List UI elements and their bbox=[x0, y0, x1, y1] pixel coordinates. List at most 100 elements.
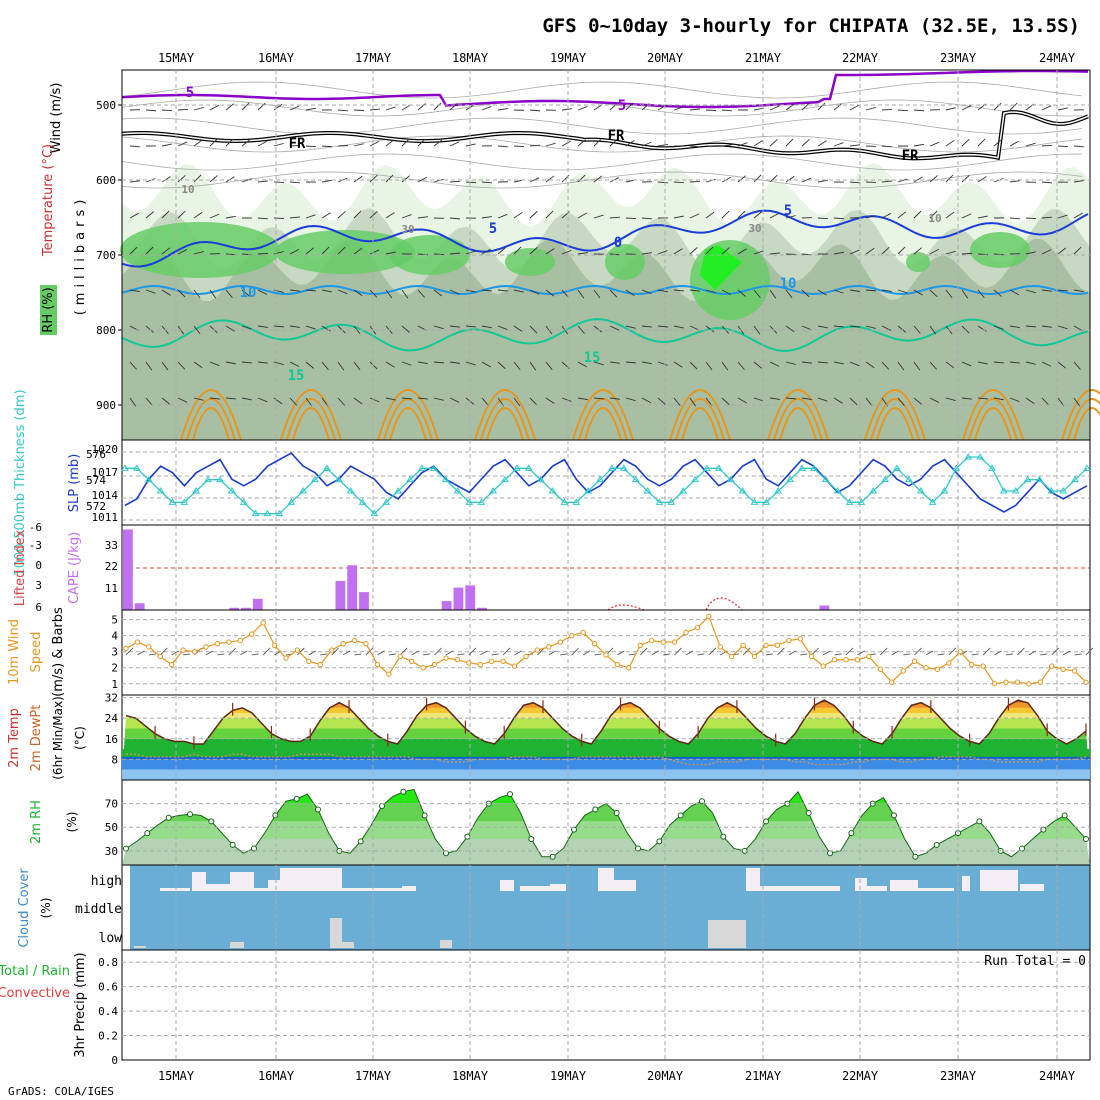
rh2m-marker bbox=[1061, 812, 1068, 819]
wind-barb bbox=[993, 253, 1005, 256]
wind-barb bbox=[353, 247, 363, 255]
wind-barb bbox=[865, 325, 876, 329]
wind-barb bbox=[881, 145, 893, 148]
rh2m-marker bbox=[293, 795, 300, 802]
wind-barb bbox=[801, 177, 812, 183]
wind-barb bbox=[209, 325, 218, 334]
wind-barb-10m bbox=[903, 653, 911, 656]
wind-barb bbox=[481, 181, 493, 184]
cloud-high-block bbox=[254, 888, 268, 891]
wind-barb-10m bbox=[1085, 647, 1094, 656]
wind-barb bbox=[225, 361, 236, 365]
wind-barb bbox=[353, 175, 363, 183]
wind-barb bbox=[1041, 289, 1052, 292]
rh-blob bbox=[505, 248, 555, 276]
wind-barb-10m bbox=[434, 647, 442, 656]
wind-speed-marker bbox=[649, 637, 655, 644]
rh2m-marker bbox=[805, 810, 812, 817]
temp-contour-warm bbox=[1067, 398, 1100, 441]
wind-barb-10m bbox=[502, 647, 511, 656]
contour-label: FR bbox=[608, 128, 625, 144]
temp-contour-warm bbox=[584, 407, 622, 441]
lifted-tick-label: 0 bbox=[35, 559, 42, 572]
thickness-marker bbox=[904, 475, 913, 483]
rh-band bbox=[122, 803, 1090, 822]
wind-barb bbox=[913, 247, 923, 255]
temp-contour-warm bbox=[280, 389, 342, 441]
cloud-high-block bbox=[962, 876, 970, 891]
thickness-marker bbox=[1011, 487, 1020, 494]
vertical-grid bbox=[175, 865, 1058, 950]
rh-blob-bright bbox=[700, 245, 742, 290]
wind-barb-10m bbox=[320, 653, 328, 656]
thickness-marker bbox=[762, 498, 771, 505]
wind-barb bbox=[177, 175, 186, 183]
wind-barb bbox=[737, 361, 745, 370]
wind-barb bbox=[625, 397, 636, 402]
wind-barb bbox=[721, 109, 733, 112]
lifted-tick-label: -3 bbox=[29, 539, 42, 552]
wind-tick-label: 2 bbox=[111, 662, 118, 675]
contour-label: FR bbox=[289, 136, 306, 152]
wind-barb bbox=[753, 397, 764, 402]
wind-speed-marker bbox=[911, 658, 918, 665]
top-date-label: 15MAY bbox=[158, 51, 195, 65]
wind-barb bbox=[529, 361, 537, 371]
wind-barb bbox=[577, 139, 586, 147]
temp-series bbox=[125, 699, 1087, 745]
wind-barb bbox=[497, 213, 508, 219]
temp-contour-warm bbox=[779, 407, 817, 441]
bottom-date-label: 20MAY bbox=[647, 1069, 684, 1083]
wind-barb bbox=[1025, 217, 1037, 220]
cloud-high-block bbox=[598, 868, 614, 891]
wind-barb bbox=[945, 397, 956, 402]
ylabel-wind10m-c: (m/s) & Barbs bbox=[51, 607, 66, 697]
cloud-low-block bbox=[230, 942, 244, 948]
freezing-level-inner bbox=[121, 111, 1089, 160]
cloud-high-block bbox=[402, 886, 416, 891]
wind-barb bbox=[689, 108, 700, 111]
wind-barb bbox=[353, 397, 363, 405]
thickness-marker bbox=[928, 498, 937, 505]
rh2m-marker bbox=[549, 853, 556, 860]
wind-barb bbox=[705, 361, 713, 371]
wind-barb bbox=[881, 361, 890, 370]
wind-barb bbox=[977, 176, 987, 183]
wind-barb bbox=[993, 102, 1002, 111]
bottom-date-label: 23MAY bbox=[940, 1069, 977, 1083]
thickness-marker bbox=[631, 475, 640, 483]
wind-speed-marker bbox=[786, 637, 792, 644]
wind-barb bbox=[833, 251, 844, 255]
wind-barb bbox=[273, 103, 283, 111]
wind-barb bbox=[801, 361, 812, 364]
wind-speed-marker bbox=[431, 661, 438, 668]
thickness-marker bbox=[228, 487, 236, 494]
rh2m-marker bbox=[507, 791, 513, 798]
ylabel-wind10m-a: 10m Wind bbox=[7, 619, 22, 685]
wind-barb bbox=[785, 325, 795, 333]
wind-speed-marker bbox=[694, 624, 701, 631]
wind-barb bbox=[225, 289, 233, 298]
wind-barb bbox=[1073, 397, 1081, 407]
wind-barb bbox=[385, 361, 395, 368]
rh-column bbox=[923, 385, 963, 440]
wind-barb-10m bbox=[582, 650, 591, 656]
wind-barb bbox=[241, 178, 252, 183]
wind-barb bbox=[945, 250, 956, 255]
wind-barb-10m bbox=[388, 653, 396, 656]
wind-barb bbox=[209, 361, 220, 367]
wind-speed-marker bbox=[934, 666, 941, 673]
wind-barb bbox=[849, 249, 860, 255]
pressure-tick-label: 800 bbox=[96, 324, 116, 337]
wind-barb bbox=[257, 325, 268, 328]
wind-speed-marker bbox=[969, 661, 975, 668]
wind-barb bbox=[673, 325, 684, 329]
rh2m-marker bbox=[720, 833, 727, 840]
wind-barb bbox=[929, 248, 939, 255]
wind-barb bbox=[961, 105, 972, 111]
wind-barb bbox=[865, 106, 876, 111]
rh2m-marker bbox=[464, 833, 471, 840]
wind-barb bbox=[1025, 325, 1037, 328]
wind-barb bbox=[705, 289, 716, 294]
wind-barb bbox=[1009, 140, 1019, 147]
